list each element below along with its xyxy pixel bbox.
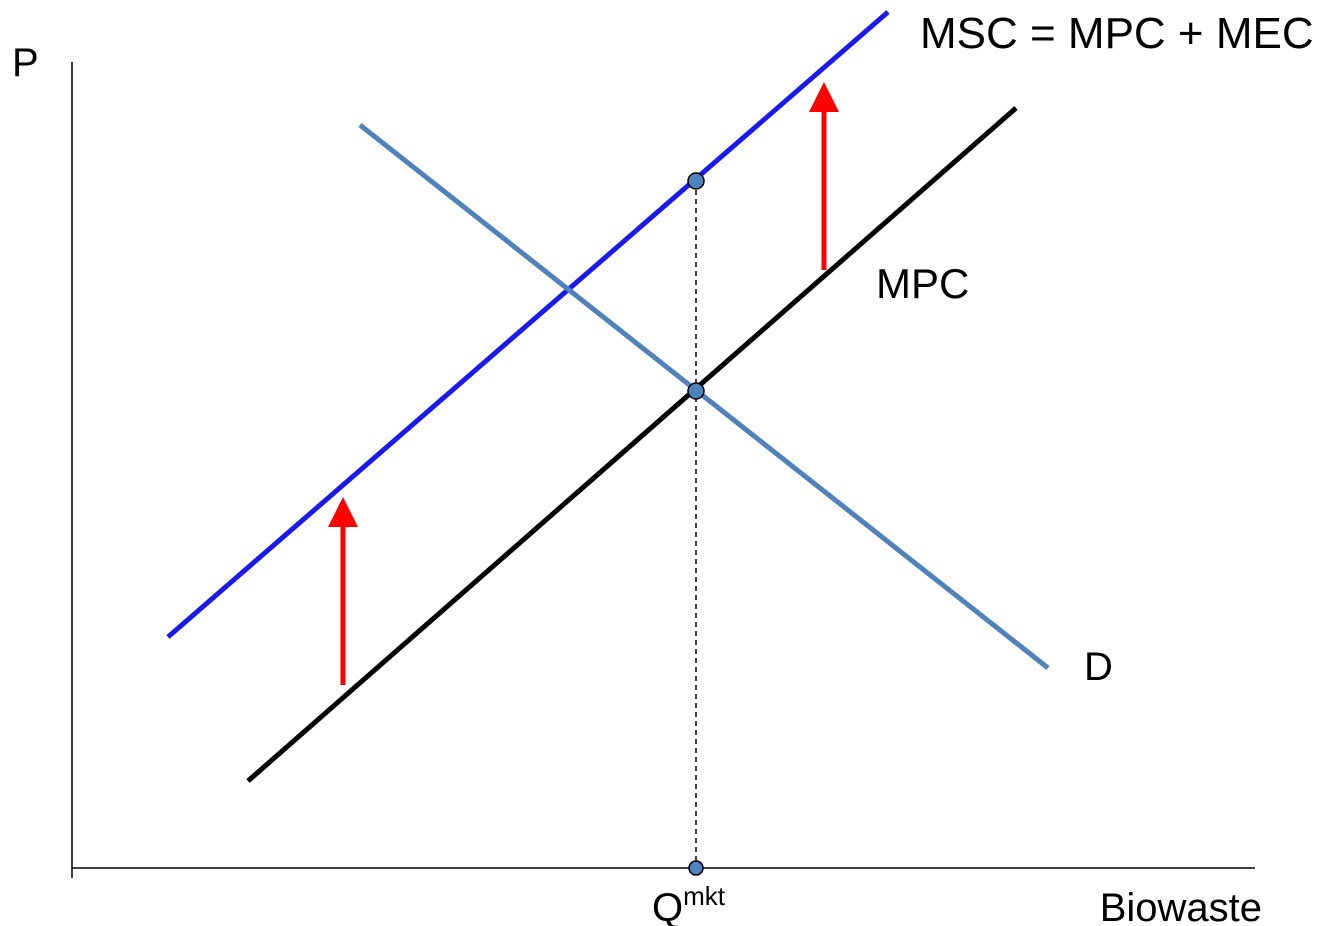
mpc-curve [246,106,1018,783]
x-axis-label: Biowaste [1100,886,1262,926]
qmkt-axis-point [688,860,704,876]
msc-point-at-qmkt [687,172,705,190]
msc-label: MSC = MPC + MEC [920,9,1314,58]
mpc-label: MPC [876,260,969,307]
demand-label: D [1084,645,1113,689]
qmkt-label: Qmkt [652,881,726,926]
msc-curve [166,10,890,639]
demand-curve [358,123,1050,670]
market-equilibrium-point [687,382,705,400]
qmkt-label-sup: mkt [683,881,726,911]
y-axis-label: P [12,41,39,85]
qmkt-label-main: Q [652,886,683,926]
